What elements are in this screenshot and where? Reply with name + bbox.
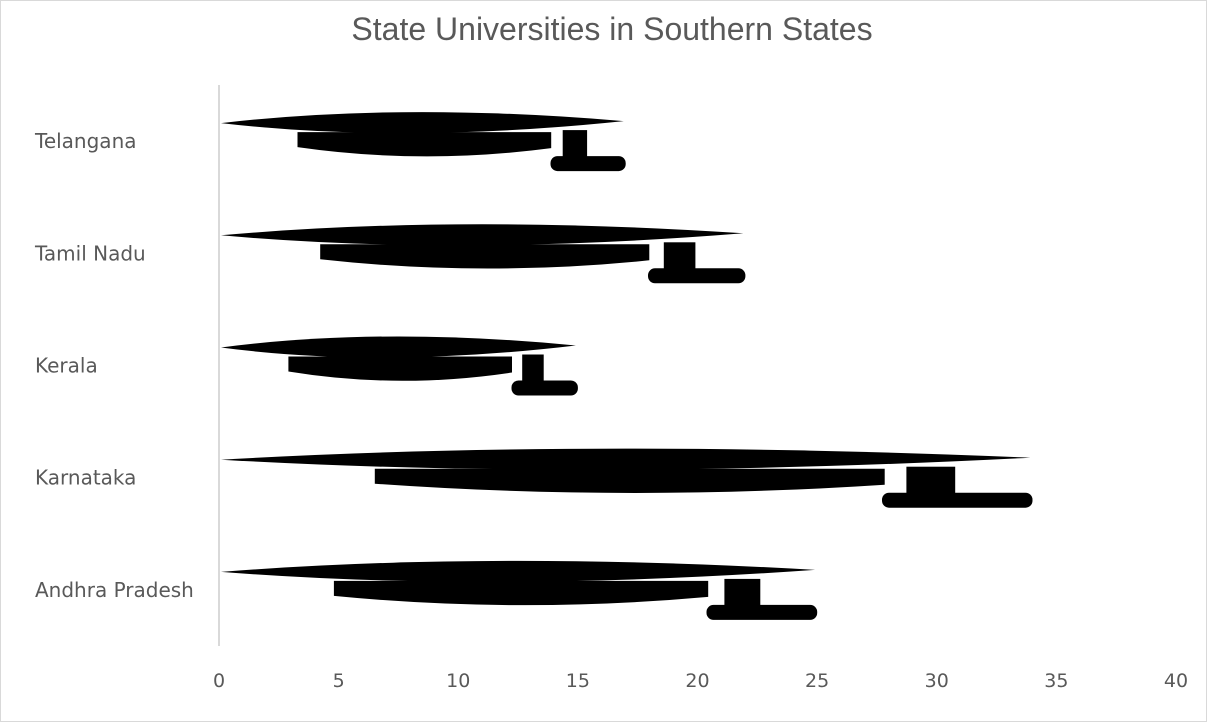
x-tick-label: 35 xyxy=(1044,670,1068,692)
category-label: Karnataka xyxy=(35,466,136,490)
x-tick-label: 20 xyxy=(685,670,709,692)
bar-pictogram xyxy=(221,560,818,620)
x-tick-label: 5 xyxy=(333,670,345,692)
category-label: Tamil Nadu xyxy=(34,241,146,265)
bar-pictogram xyxy=(221,336,578,396)
category-label: Telangana xyxy=(34,129,137,153)
bar-pictogram xyxy=(221,224,746,284)
x-tick-label: 15 xyxy=(566,670,590,692)
category-label: Kerala xyxy=(35,354,98,378)
x-tick-label: 30 xyxy=(925,670,949,692)
x-tick-label: 0 xyxy=(213,670,225,692)
bar-pictogram xyxy=(221,448,1033,508)
x-tick-label: 25 xyxy=(805,670,829,692)
category-label: Andhra Pradesh xyxy=(35,578,194,602)
x-tick-label: 40 xyxy=(1164,670,1188,692)
bar-pictogram xyxy=(221,112,626,172)
chart-title: State Universities in Southern States xyxy=(351,11,873,47)
x-tick-label: 10 xyxy=(446,670,470,692)
